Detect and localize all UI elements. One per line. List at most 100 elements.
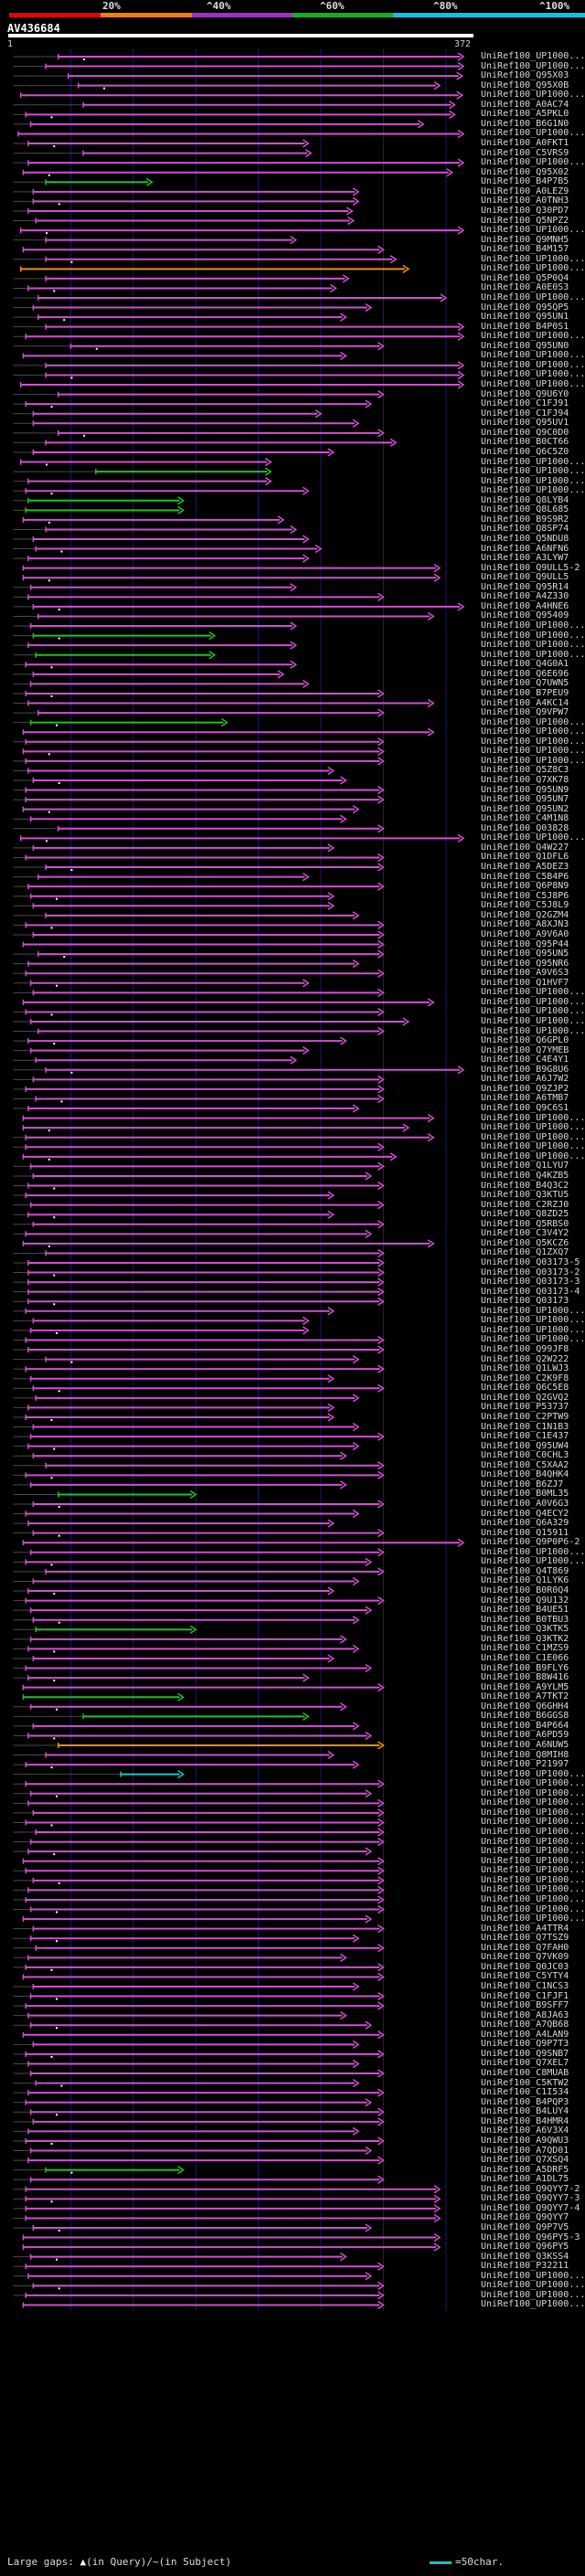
hit-label[interactable]: UniRef100_UP1000... [481, 157, 583, 168]
hit-row[interactable] [22, 2030, 385, 2040]
hit-label[interactable]: UniRef100_Q99JF8 [481, 1344, 569, 1355]
hit-row[interactable] [13, 1904, 385, 1914]
hit-row[interactable] [13, 611, 435, 621]
hit-label[interactable]: UniRef100_Q4G0A1 [481, 659, 569, 670]
hit-row[interactable] [13, 660, 298, 669]
hit-row[interactable] [13, 101, 456, 110]
hit-label[interactable]: UniRef100_B4QHK4 [481, 1469, 569, 1480]
hit-label[interactable]: UniRef100_Q95UN2 [481, 803, 569, 814]
hit-label[interactable]: UniRef100_UP1000... [481, 369, 583, 380]
hit-label[interactable]: UniRef100_Q9SNB7 [481, 2048, 569, 2059]
hit-label[interactable]: UniRef100_UP1000... [481, 475, 583, 486]
hit-label[interactable]: UniRef100_Q8MIH8 [481, 1749, 569, 1760]
hit-label[interactable]: UniRef100_Q95UN7 [481, 794, 569, 805]
hit-label[interactable]: UniRef100_A6NFN6 [481, 543, 569, 554]
hit-label[interactable]: UniRef100_UP1000... [481, 1846, 583, 1857]
hit-row[interactable] [13, 1866, 385, 1875]
hit-row[interactable] [22, 1113, 435, 1123]
hit-row[interactable] [13, 293, 448, 302]
hit-row[interactable] [13, 2223, 373, 2232]
hit-label[interactable]: UniRef100_Q9QYY7 [481, 2212, 569, 2223]
hit-row[interactable] [22, 564, 441, 573]
hit-row[interactable] [13, 148, 313, 158]
hit-row[interactable] [13, 1191, 335, 1200]
hit-row[interactable] [13, 1277, 385, 1287]
hit-row[interactable] [13, 795, 385, 804]
hit-row[interactable] [13, 71, 464, 80]
hit-label[interactable]: UniRef100_Q5NDU8 [481, 534, 569, 544]
hit-row[interactable] [22, 573, 441, 582]
hit-label[interactable]: UniRef100_UP1000... [481, 1874, 583, 1885]
hit-label[interactable]: UniRef100_B9SFF7 [481, 2000, 569, 2011]
hit-label[interactable]: UniRef100_Q95UN5 [481, 949, 569, 959]
hit-label[interactable]: UniRef100_A3LYW7 [481, 553, 569, 564]
hit-row[interactable] [13, 737, 385, 747]
hit-row[interactable] [19, 226, 465, 235]
hit-row[interactable] [13, 1161, 385, 1171]
hit-label[interactable]: UniRef100_Q8SP74 [481, 524, 569, 535]
hit-label[interactable]: UniRef100_Q9QYY7-2 [481, 2183, 580, 2194]
hit-label[interactable]: UniRef100_UP1000... [481, 746, 583, 757]
hit-row[interactable] [22, 727, 435, 737]
hit-label[interactable]: UniRef100_P21997 [481, 1759, 569, 1770]
hit-row[interactable] [13, 1673, 310, 1682]
hit-row[interactable] [13, 505, 185, 514]
hit-label[interactable]: UniRef100_Q7FAH0 [481, 1942, 569, 1953]
hit-row[interactable] [13, 1335, 385, 1345]
hit-label[interactable]: UniRef100_C1MZS9 [481, 1643, 569, 1654]
hit-label[interactable]: UniRef100_A5DEZ3 [481, 862, 569, 873]
hit-label[interactable]: UniRef100_UP1000... [481, 630, 583, 641]
hit-row[interactable] [22, 2232, 441, 2242]
hit-row[interactable] [13, 274, 350, 283]
hit-row[interactable] [13, 283, 337, 293]
hit-label[interactable]: UniRef100_Q9P0P6-2 [481, 1537, 580, 1548]
hit-row[interactable] [13, 2078, 360, 2088]
hit-row[interactable] [13, 882, 385, 891]
hit-row[interactable] [19, 90, 464, 100]
hit-row[interactable] [13, 1470, 385, 1479]
hit-row[interactable] [13, 535, 310, 544]
hit-label[interactable]: UniRef100_A4TTR4 [481, 1923, 569, 1934]
hit-row[interactable] [13, 621, 298, 631]
hit-row[interactable] [13, 785, 385, 795]
hit-row[interactable] [13, 1818, 385, 1828]
hit-row[interactable] [13, 409, 323, 419]
hit-label[interactable]: UniRef100_UP1000... [481, 716, 583, 727]
hit-row[interactable] [13, 1731, 373, 1741]
hit-label[interactable]: UniRef100_Q03173-3 [481, 1277, 580, 1288]
hit-row[interactable] [13, 853, 385, 863]
hit-row[interactable] [13, 2088, 385, 2097]
hit-label[interactable]: UniRef100_Q6E696 [481, 668, 569, 679]
hit-label[interactable]: UniRef100_Q95UN1 [481, 312, 569, 323]
hit-row[interactable] [13, 2040, 360, 2049]
hit-label[interactable]: UniRef100_C5YTY4 [481, 1971, 569, 1982]
hit-label[interactable]: UniRef100_C1E066 [481, 1652, 569, 1663]
hit-row[interactable] [13, 2107, 385, 2116]
hit-label[interactable]: UniRef100_Q5Z8C3 [481, 765, 569, 776]
hit-row[interactable] [13, 313, 347, 322]
hit-label[interactable]: UniRef100_UP1000... [481, 1768, 583, 1779]
hit-row[interactable] [13, 1712, 310, 1721]
hit-row[interactable] [13, 1885, 385, 1895]
hit-label[interactable]: UniRef100_A5DRF5 [481, 2164, 569, 2175]
hit-row[interactable] [13, 1876, 385, 1885]
hit-label[interactable]: UniRef100_Q3KSS4 [481, 2251, 569, 2262]
hit-label[interactable]: UniRef100_Q6A329 [481, 1518, 569, 1529]
hit-label[interactable]: UniRef100_UP1000... [481, 1141, 583, 1152]
hit-label[interactable]: UniRef100_B0TBU3 [481, 1614, 569, 1625]
hit-label[interactable]: UniRef100_B4HMR4 [481, 2115, 569, 2126]
hit-row[interactable] [22, 245, 385, 254]
hit-row[interactable] [13, 52, 465, 61]
hit-label[interactable]: UniRef100_Q9ULL5 [481, 572, 569, 583]
hit-label[interactable]: UniRef100_Q3KTK5 [481, 1624, 569, 1635]
hit-label[interactable]: UniRef100_UP1000... [481, 1827, 583, 1838]
hit-row[interactable] [13, 1085, 385, 1094]
hit-label[interactable]: UniRef100_Q15911 [481, 1527, 569, 1538]
hit-label[interactable]: UniRef100_Q2GVQ2 [481, 1392, 569, 1403]
hit-row[interactable] [13, 1026, 385, 1036]
hit-label[interactable]: UniRef100_A9V6A0 [481, 928, 569, 939]
hit-label[interactable]: UniRef100_Q9ULL5-2 [481, 562, 580, 573]
hit-label[interactable]: UniRef100_UP1000... [481, 736, 583, 747]
hit-label[interactable]: UniRef100_UP1000... [481, 726, 583, 737]
hit-row[interactable] [22, 1538, 465, 1547]
